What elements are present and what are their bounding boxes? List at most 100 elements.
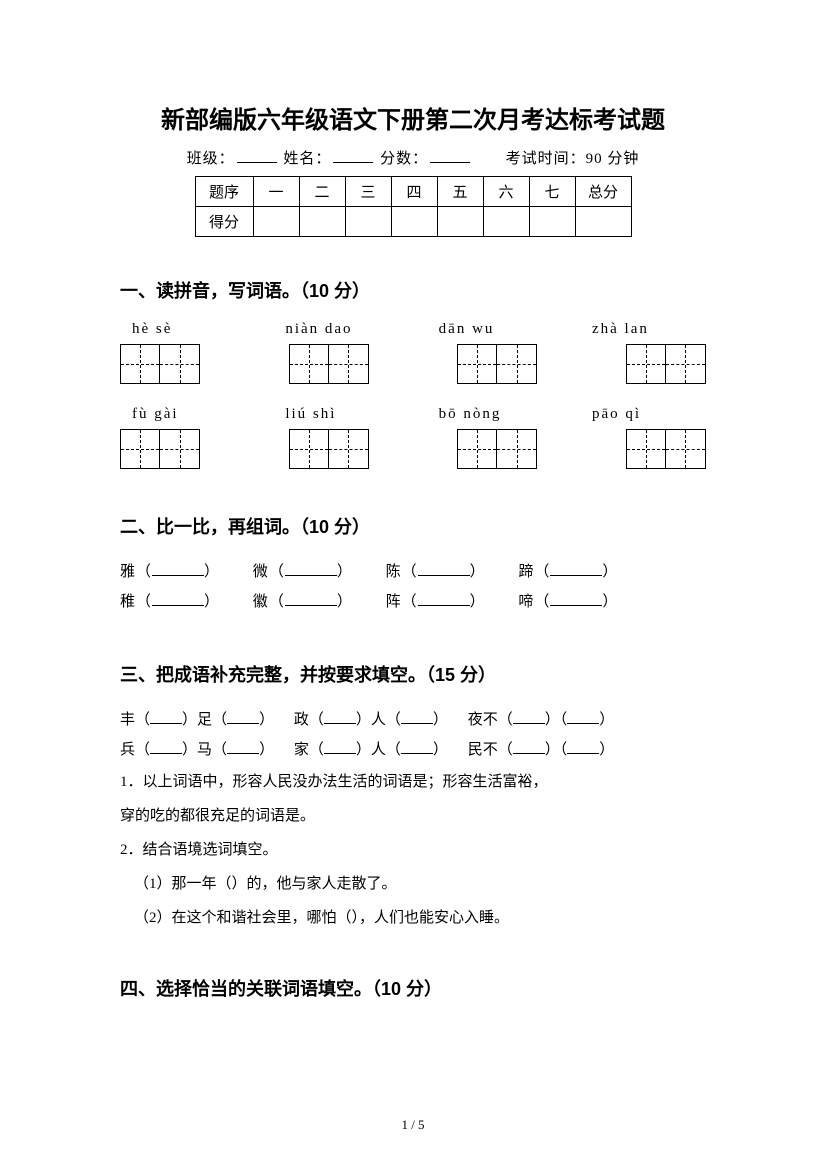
score-cell[interactable] (529, 207, 575, 237)
idiom-part: 足 (197, 712, 212, 728)
idiom-blank[interactable] (227, 712, 259, 724)
score-cell[interactable] (391, 207, 437, 237)
tianzi-box[interactable] (120, 429, 200, 469)
section2-heading: 二、比一比，再组词。（10 分） (120, 513, 706, 539)
score-blank[interactable] (430, 149, 470, 163)
text: 穿的吃的都很充足的词语是 (120, 808, 300, 824)
section3-heading: 三、把成语补充完整，并按要求填空。（15 分） (120, 661, 706, 687)
question-text: （2）在这个和谐社会里，哪怕（），人们也能安心入睡。 (120, 901, 706, 935)
tianzi-box[interactable] (289, 429, 369, 469)
word-blank[interactable] (418, 594, 470, 606)
text: （1）那一年（ (134, 876, 232, 892)
col-5: 五 (437, 177, 483, 207)
idiom-blank[interactable] (567, 712, 599, 724)
idiom-blank[interactable] (227, 742, 259, 754)
score-cell[interactable] (437, 207, 483, 237)
score-cell[interactable] (253, 207, 299, 237)
score-cell[interactable] (345, 207, 391, 237)
col-6: 六 (483, 177, 529, 207)
pinyin-label: zhà lan (586, 321, 706, 338)
pinyin-label: bō nòng (433, 406, 553, 423)
char: 蹄 (518, 564, 534, 580)
pinyin-label: pāo qì (586, 406, 706, 423)
word-blank[interactable] (285, 594, 337, 606)
idiom-blank[interactable] (401, 742, 433, 754)
idiom-blank[interactable] (513, 742, 545, 754)
table-row: 得分 (195, 207, 631, 237)
score-cell[interactable] (575, 207, 631, 237)
tianzi-box[interactable] (457, 344, 537, 384)
tianzi-row (120, 344, 706, 384)
class-label: 班级： (187, 151, 235, 167)
pinyin-row: hè sè niàn dao dān wu zhà lan (120, 321, 706, 338)
text: ），人们也能安心入睡。 (352, 910, 510, 926)
char: 微 (253, 564, 269, 580)
question-text: 2．结合语境选词填空。 (120, 833, 706, 867)
tianzi-box[interactable] (626, 429, 706, 469)
col-1: 一 (253, 177, 299, 207)
idiom-blank[interactable] (150, 712, 182, 724)
score-cell[interactable] (299, 207, 345, 237)
pinyin-label: dān wu (433, 321, 553, 338)
word-blank[interactable] (152, 594, 204, 606)
question-text: 穿的吃的都很充足的词语是。 (120, 799, 706, 833)
char: 稚 (120, 594, 136, 610)
tianzi-box[interactable] (120, 344, 200, 384)
col-7: 七 (529, 177, 575, 207)
idiom-blank[interactable] (401, 712, 433, 724)
char: 啼 (518, 594, 534, 610)
question-text: 1．以上词语中，形容人民没办法生活的词语是；形容生活富裕， (120, 765, 706, 799)
char: 雅 (120, 564, 136, 580)
idiom-part: 人 (371, 742, 386, 758)
word-blank[interactable] (550, 564, 602, 576)
char: 徽 (253, 594, 269, 610)
compare-row: 稚（） 徽（） 阵（） 啼（） (120, 587, 706, 617)
text: ；形容生活富裕， (428, 774, 548, 790)
info-line: 班级： 姓名： 分数： 考试时间：90 分钟 (120, 147, 706, 168)
char: 陈 (386, 564, 402, 580)
idiom-part: 夜不 (468, 712, 498, 728)
col-2: 二 (299, 177, 345, 207)
word-blank[interactable] (285, 564, 337, 576)
idiom-blank[interactable] (513, 712, 545, 724)
pinyin-label: liú shì (279, 406, 399, 423)
char: 阵 (386, 594, 402, 610)
col-3: 三 (345, 177, 391, 207)
idiom-blank[interactable] (567, 742, 599, 754)
idiom-blank[interactable] (150, 742, 182, 754)
word-blank[interactable] (152, 564, 204, 576)
idiom-part: 家 (294, 742, 309, 758)
word-blank[interactable] (550, 594, 602, 606)
name-blank[interactable] (333, 149, 373, 163)
idiom-blank[interactable] (324, 712, 356, 724)
score-table: 题序 一 二 三 四 五 六 七 总分 得分 (195, 176, 632, 237)
idiom-part: 民不 (468, 742, 498, 758)
name-label: 姓名： (283, 151, 331, 167)
section4-heading: 四、选择恰当的关联词语填空。（10 分） (120, 975, 706, 1001)
tianzi-row (120, 429, 706, 469)
compare-row: 雅（） 微（） 陈（） 蹄（） (120, 557, 706, 587)
idiom-line: 丰（）足（） 政（）人（） 夜不（）（） (120, 705, 706, 735)
pinyin-label: niàn dao (279, 321, 399, 338)
idiom-part: 马 (197, 742, 212, 758)
tianzi-box[interactable] (626, 344, 706, 384)
idiom-line: 兵（）马（） 家（）人（） 民不（）（） (120, 735, 706, 765)
page-title: 新部编版六年级语文下册第二次月考达标考试题 (120, 100, 706, 135)
text: 1．以上词语中，形容人民没办法生活的词语是 (120, 774, 428, 790)
text: （2）在这个和谐社会里，哪怕（ (134, 910, 352, 926)
idiom-part: 人 (371, 712, 386, 728)
word-blank[interactable] (418, 564, 470, 576)
pinyin-row: fù gài liú shì bō nòng pāo qì (120, 406, 706, 423)
idiom-blank[interactable] (324, 742, 356, 754)
tianzi-box[interactable] (289, 344, 369, 384)
pinyin-label: hè sè (126, 321, 246, 338)
tianzi-box[interactable] (457, 429, 537, 469)
score-cell[interactable] (483, 207, 529, 237)
text: ）的，他与家人走散了。 (232, 876, 397, 892)
score-header: 得分 (195, 207, 253, 237)
class-blank[interactable] (237, 149, 277, 163)
col-4: 四 (391, 177, 437, 207)
idiom-part: 丰 (120, 712, 135, 728)
score-label: 分数： (380, 151, 428, 167)
section1-heading: 一、读拼音，写词语。（10 分） (120, 277, 706, 303)
